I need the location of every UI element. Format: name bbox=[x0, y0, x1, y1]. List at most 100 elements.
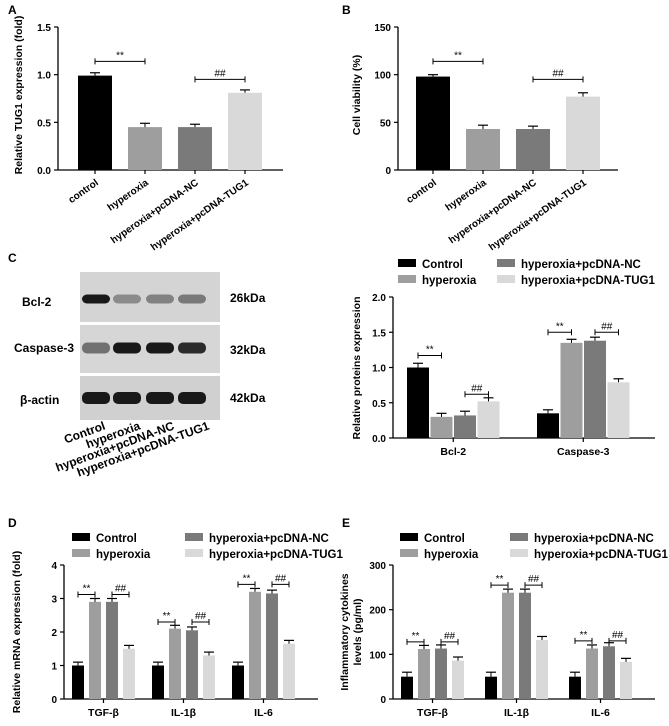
blot-band bbox=[113, 342, 141, 354]
bar bbox=[266, 593, 278, 699]
bar bbox=[519, 592, 531, 699]
x-tick-label: hyperoxia+pcDNA-NC bbox=[109, 177, 201, 246]
x-tick-label: TGF-β bbox=[417, 707, 448, 719]
bar bbox=[454, 415, 476, 438]
bar bbox=[407, 367, 429, 438]
legend-swatch bbox=[400, 533, 418, 541]
bar bbox=[418, 648, 430, 699]
y-tick-label: 2 bbox=[51, 628, 57, 639]
x-tick-label: hyperoxia+pcDNA-TUG1 bbox=[487, 177, 589, 253]
bar bbox=[560, 342, 583, 438]
blot-band bbox=[178, 294, 206, 304]
y-tick-label: 100 bbox=[369, 650, 386, 661]
blot-band bbox=[178, 392, 206, 404]
bar bbox=[72, 665, 84, 699]
chart-a: 0.0 0.5 1.0 1.5 Relative TUG1 expression (fo… bbox=[13, 16, 283, 253]
bar bbox=[106, 601, 118, 699]
bar bbox=[232, 665, 244, 699]
chart-c: 0.0 0.5 1.0 1.5 2.0 Relative proteins express… bbox=[351, 259, 655, 458]
x-tick-label: hyperoxia+pcDNA-TUG1 bbox=[149, 177, 251, 253]
y-tick-label: 2.0 bbox=[372, 293, 386, 304]
bar bbox=[186, 630, 198, 699]
bar bbox=[430, 416, 453, 438]
significance-label: ## bbox=[115, 583, 127, 594]
bar bbox=[502, 592, 514, 699]
blot-band bbox=[113, 392, 141, 404]
chart-d: 0 1 2 3 4 Relative mRNA expression (fold) TGF-… bbox=[11, 533, 343, 719]
bar bbox=[435, 648, 447, 699]
bar bbox=[537, 413, 559, 438]
significance-label: ** bbox=[163, 611, 171, 622]
bar bbox=[169, 628, 181, 699]
bar bbox=[566, 96, 600, 170]
blot-label-actin: β-actin bbox=[20, 393, 59, 407]
y-tick-label: 0 bbox=[380, 695, 386, 706]
significance-label: ## bbox=[471, 383, 483, 394]
x-tick-label: control bbox=[67, 177, 101, 206]
blot-band bbox=[178, 342, 206, 354]
blot-band bbox=[82, 342, 110, 354]
y-tick-label: 0.5 bbox=[37, 118, 51, 129]
x-tick-label: Bcl-2 bbox=[440, 446, 466, 458]
x-tick-label: IL-6 bbox=[591, 707, 610, 719]
significance-label: ## bbox=[552, 68, 564, 79]
bar bbox=[586, 648, 598, 699]
bar bbox=[603, 646, 615, 699]
legend-label: hyperoxia+pcDNA-TUG1 bbox=[521, 275, 655, 287]
y-axis-label: Inflammatory cytokines bbox=[339, 573, 351, 690]
legend-swatch bbox=[497, 275, 515, 283]
legend-swatch bbox=[497, 259, 515, 267]
significance-label: ** bbox=[116, 50, 124, 61]
bar bbox=[536, 640, 548, 699]
blot-band bbox=[113, 294, 141, 304]
legend-swatch bbox=[510, 533, 528, 541]
y-tick-label: 1.5 bbox=[37, 23, 51, 34]
significance-label: ** bbox=[412, 631, 420, 642]
bar bbox=[607, 382, 630, 438]
bar bbox=[78, 75, 112, 170]
blot-label-bcl2: Bcl-2 bbox=[22, 295, 52, 309]
y-tick-label: 1.5 bbox=[372, 328, 386, 339]
y-tick-label: 150 bbox=[374, 23, 391, 34]
legend-swatch bbox=[398, 259, 416, 267]
panel-label-d: D bbox=[8, 516, 17, 530]
legend-label: Control bbox=[96, 533, 137, 545]
x-tick-label: hyperoxia bbox=[444, 177, 489, 213]
x-tick-label: TGF-β bbox=[88, 707, 119, 719]
bar bbox=[128, 127, 162, 170]
legend-label: hyperoxia+pcDNA-NC bbox=[209, 533, 329, 545]
blot-band bbox=[82, 294, 110, 304]
x-tick-label: IL-1β bbox=[504, 707, 530, 719]
bar bbox=[123, 648, 135, 699]
y-axis-label: Relative proteins expression bbox=[351, 297, 363, 440]
legend-swatch bbox=[510, 549, 528, 557]
significance-label: ** bbox=[454, 50, 462, 61]
legend-label: hyperoxia+pcDNA-NC bbox=[534, 533, 654, 545]
significance-label: ## bbox=[601, 321, 613, 332]
bar bbox=[283, 643, 295, 699]
y-tick-label: 50 bbox=[380, 118, 392, 129]
y-axis-label: Relative TUG1 expression (fold) bbox=[13, 16, 25, 175]
x-tick-label: control bbox=[405, 177, 439, 206]
y-tick-label: 1 bbox=[51, 662, 57, 673]
bar bbox=[416, 76, 450, 170]
bar bbox=[477, 401, 500, 438]
significance-label: ## bbox=[444, 631, 456, 642]
panel-label-c: C bbox=[8, 251, 17, 265]
significance-label: ## bbox=[214, 68, 226, 79]
y-tick-label: 3 bbox=[51, 595, 57, 606]
y-tick-label: 1.0 bbox=[372, 364, 386, 375]
bar bbox=[249, 591, 261, 699]
y-tick-label: 0 bbox=[51, 695, 57, 706]
bar bbox=[228, 92, 262, 170]
x-tick-label: Caspase-3 bbox=[557, 446, 610, 458]
blot-kda-caspase3: 32kDa bbox=[230, 343, 266, 357]
y-tick-label: 0.5 bbox=[372, 399, 386, 410]
significance-label: ## bbox=[275, 573, 287, 584]
bar bbox=[620, 661, 632, 699]
panel-label-a: A bbox=[8, 3, 17, 17]
significance-label: ## bbox=[528, 574, 540, 585]
panel-label-b: B bbox=[342, 3, 351, 17]
y-tick-label: 100 bbox=[374, 71, 391, 82]
